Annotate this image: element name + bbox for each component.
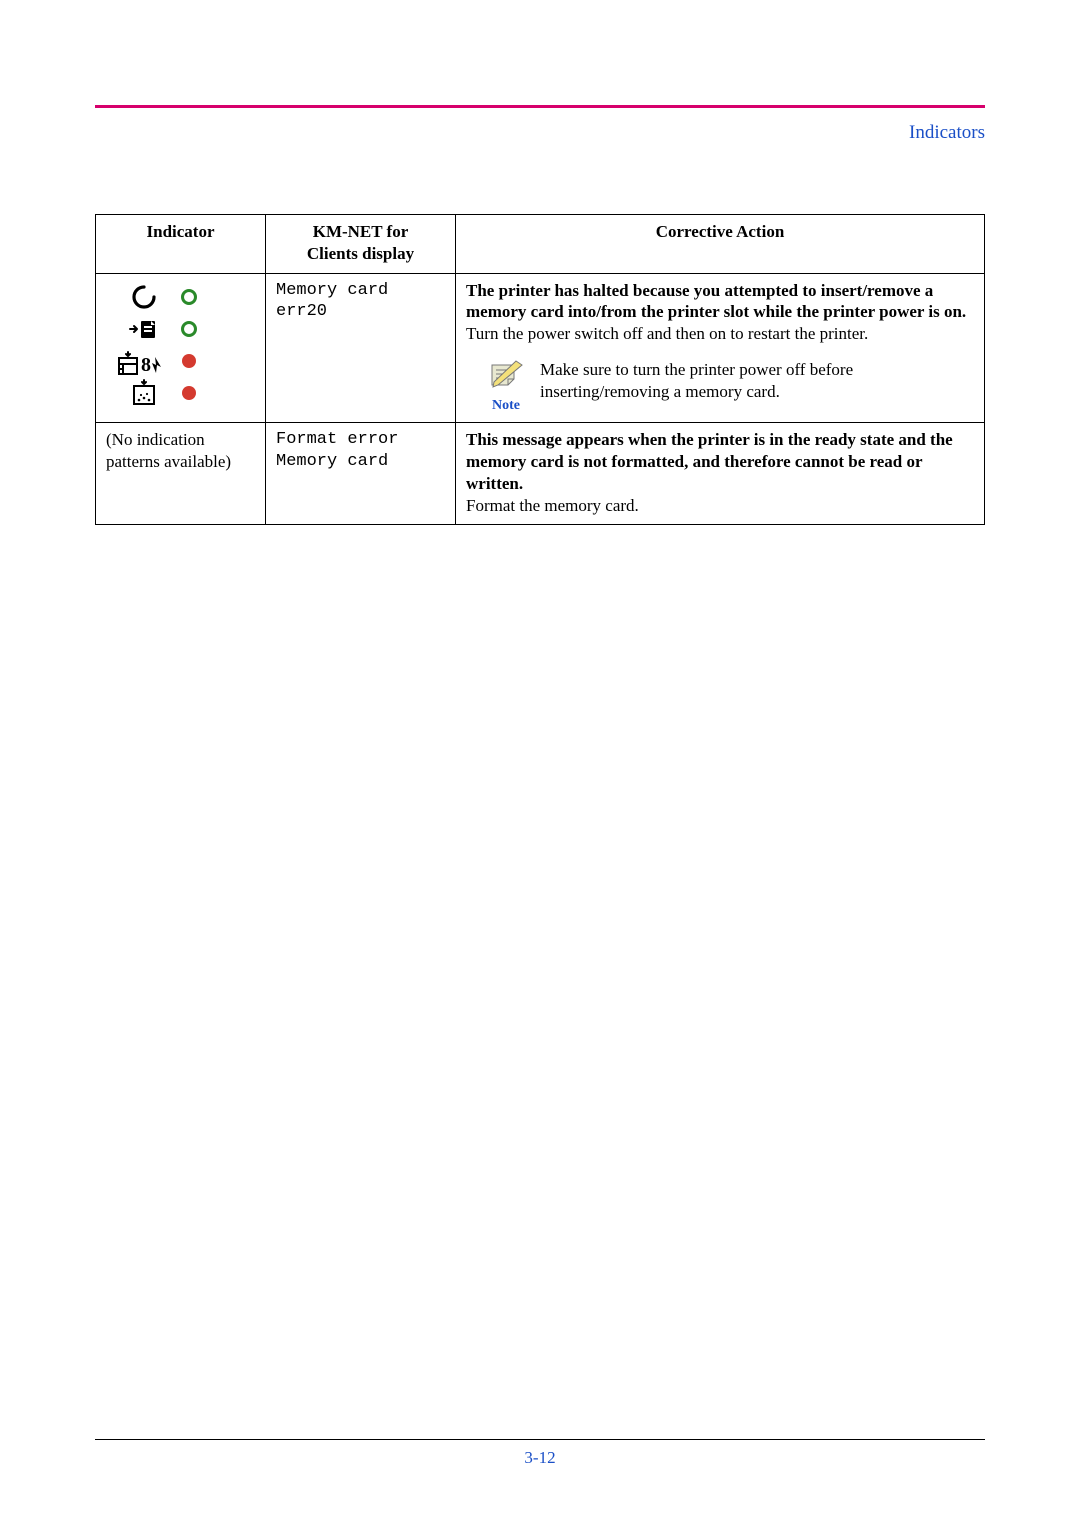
table-row: 8 [96,273,985,423]
no-indication-l2: patterns available) [106,452,231,471]
action-plain-text: Turn the power switch off and then on to… [466,324,868,343]
cell-km-display: Format error Memory card [266,423,456,525]
action-bold-text: This message appears when the printer is… [466,430,953,493]
no-indication-l1: (No indication [106,430,205,449]
indicator-panel: 8 [106,280,255,412]
action-bold-text: The printer has halted because you attem… [466,281,966,322]
km-l1: Format error [276,430,398,449]
cell-corrective-action: The printer has halted because you attem… [456,273,985,423]
indicator-row-jam: 8 [114,348,255,380]
action-plain-text: Format the memory card. [466,496,639,515]
jam-icon: 8 [114,351,174,377]
indicator-row-toner [114,380,255,412]
cell-corrective-action: This message appears when the printer is… [456,423,985,525]
ready-icon [114,283,174,317]
cell-km-display: Memory card err20 [266,273,456,423]
col-header-action: Corrective Action [456,215,985,274]
toner-icon [114,379,174,413]
col-header-kmnet: KM-NET for Clients display [266,215,456,274]
note-icon-wrap: Note [486,359,526,415]
col-header-indicator: Indicator [96,215,266,274]
svg-text:8: 8 [141,354,151,376]
footer-rule [95,1439,985,1440]
col-header-kmnet-l2: Clients display [307,244,414,263]
col-header-kmnet-l1: KM-NET for [313,222,409,241]
led-green-open-icon [174,288,204,312]
km-l2: Memory card [276,452,388,471]
note-icon [486,359,526,389]
page-number: 3-12 [95,1448,985,1468]
table-row: (No indication patterns available) Forma… [96,423,985,525]
note-text: Make sure to turn the printer power off … [540,359,974,403]
cell-indicator-panel: 8 [96,273,266,423]
note-block: Note Make sure to turn the printer power… [486,359,974,415]
table-header-row: Indicator KM-NET for Clients display Cor… [96,215,985,274]
document-page: Indicators Indicator KM-NET for Clients … [0,0,1080,1528]
data-icon [114,317,174,347]
cell-indicator-text: (No indication patterns available) [96,423,266,525]
indicator-row-data [114,316,255,348]
led-green-open-icon [174,320,204,344]
indicators-table: Indicator KM-NET for Clients display Cor… [95,214,985,525]
header-rule [95,105,985,108]
note-label: Note [486,397,526,415]
indicator-row-ready [114,284,255,316]
led-red-icon [174,384,204,408]
header-section-title: Indicators [95,122,985,144]
led-red-icon [174,352,204,376]
page-footer: 3-12 [95,1439,985,1468]
